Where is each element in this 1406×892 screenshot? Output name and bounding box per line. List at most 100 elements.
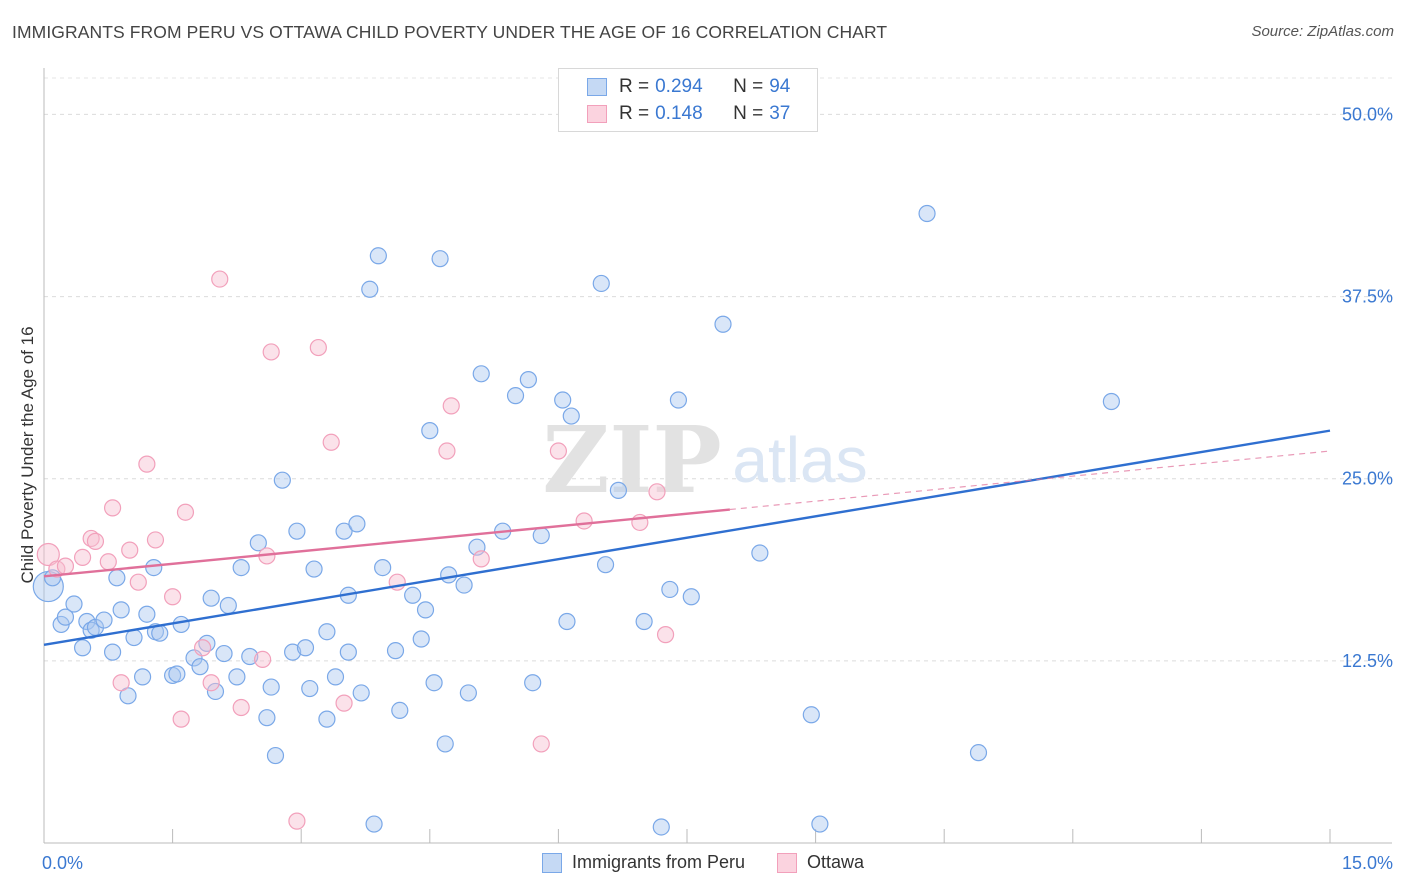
data-point bbox=[211, 270, 229, 288]
data-point bbox=[146, 531, 165, 549]
data-point bbox=[241, 647, 259, 666]
data-point bbox=[656, 626, 675, 644]
data-point bbox=[176, 503, 195, 521]
data-point bbox=[404, 586, 422, 604]
legend-r-value: 0.148 bbox=[655, 103, 703, 124]
series-immigrants-points bbox=[32, 204, 1120, 836]
data-point bbox=[326, 668, 345, 686]
data-point bbox=[802, 706, 820, 724]
data-point bbox=[172, 710, 190, 728]
source-credit: Source: ZipAtlas.com bbox=[1251, 23, 1394, 40]
data-point bbox=[249, 534, 267, 552]
data-point bbox=[138, 605, 156, 623]
series-legend-label: Immigrants from Peru bbox=[571, 852, 745, 872]
x-tick-label: 15.0% bbox=[1342, 853, 1393, 873]
trend-line bbox=[43, 508, 730, 578]
data-point bbox=[219, 596, 237, 615]
data-point bbox=[391, 701, 409, 720]
data-point bbox=[95, 611, 113, 629]
data-point bbox=[682, 588, 700, 606]
data-point bbox=[266, 746, 285, 765]
data-point bbox=[652, 818, 670, 836]
series-legend-ottawa: Ottawa bbox=[777, 852, 864, 873]
data-point bbox=[86, 532, 105, 550]
legend-r-label: R = bbox=[619, 103, 650, 124]
series-ottawa-points bbox=[36, 270, 675, 830]
data-point bbox=[301, 679, 319, 698]
y-tick-label: 25.0% bbox=[1342, 469, 1393, 489]
data-point bbox=[145, 558, 163, 577]
series-legend-label: Ottawa bbox=[807, 852, 865, 872]
data-point bbox=[369, 247, 387, 265]
data-point bbox=[352, 684, 370, 702]
data-point bbox=[202, 589, 220, 607]
data-point bbox=[172, 615, 190, 634]
data-point bbox=[1102, 392, 1120, 411]
data-point bbox=[215, 644, 233, 663]
data-point bbox=[78, 612, 96, 631]
data-point bbox=[440, 566, 458, 584]
series-legend-immigrants: Immigrants from Peru bbox=[541, 852, 745, 873]
data-point bbox=[43, 569, 62, 587]
data-point bbox=[669, 391, 688, 409]
data-point bbox=[335, 694, 353, 712]
data-point bbox=[129, 573, 147, 591]
legend: R = 0.294 N = 94 R = 0.148 N = 37 bbox=[558, 68, 818, 132]
series-legend-swatch-ottawa bbox=[777, 852, 797, 873]
data-point bbox=[103, 499, 122, 517]
data-point bbox=[36, 542, 60, 567]
data-point bbox=[412, 630, 430, 648]
data-point bbox=[635, 612, 653, 631]
data-point bbox=[305, 560, 323, 578]
data-point bbox=[232, 558, 250, 577]
data-point bbox=[232, 698, 250, 717]
data-point bbox=[108, 569, 126, 587]
data-point bbox=[262, 343, 280, 361]
axes bbox=[43, 68, 1392, 844]
data-point bbox=[969, 744, 988, 762]
data-point bbox=[168, 665, 186, 683]
data-point bbox=[386, 642, 405, 660]
data-point bbox=[519, 371, 537, 389]
data-point bbox=[472, 365, 490, 383]
data-point bbox=[455, 576, 473, 594]
data-point bbox=[339, 643, 357, 661]
data-point bbox=[918, 204, 936, 223]
data-point bbox=[592, 274, 610, 293]
data-point bbox=[112, 674, 130, 692]
data-point bbox=[348, 515, 366, 533]
data-point bbox=[609, 481, 628, 499]
data-point bbox=[56, 557, 75, 575]
data-point bbox=[575, 512, 593, 530]
data-point bbox=[431, 250, 449, 268]
legend-r-value: 0.294 bbox=[655, 76, 703, 97]
data-point bbox=[73, 639, 92, 657]
data-point bbox=[103, 643, 122, 661]
data-point bbox=[318, 710, 336, 728]
data-point bbox=[436, 735, 454, 753]
data-point bbox=[318, 623, 336, 641]
legend-swatch-immigrants bbox=[587, 78, 607, 96]
data-point bbox=[524, 674, 542, 692]
data-point bbox=[284, 643, 302, 661]
data-point bbox=[648, 483, 666, 501]
data-point bbox=[472, 550, 490, 568]
legend-n-value: 94 bbox=[769, 76, 791, 97]
trend-line-extension bbox=[729, 450, 1331, 511]
data-point bbox=[206, 682, 225, 701]
data-point bbox=[365, 815, 383, 833]
data-point bbox=[425, 674, 443, 692]
y-tick-label: 50.0% bbox=[1342, 104, 1393, 124]
data-point bbox=[73, 548, 92, 567]
data-point bbox=[191, 658, 209, 676]
data-point bbox=[661, 580, 679, 599]
data-point bbox=[254, 650, 272, 669]
data-point bbox=[112, 601, 130, 619]
data-point bbox=[714, 315, 732, 333]
data-point bbox=[56, 608, 75, 626]
trend-line bbox=[43, 429, 1331, 647]
y-axis-label: Child Poverty Under the Age of 16 bbox=[18, 326, 37, 584]
data-point bbox=[442, 397, 460, 415]
data-point bbox=[811, 815, 829, 833]
